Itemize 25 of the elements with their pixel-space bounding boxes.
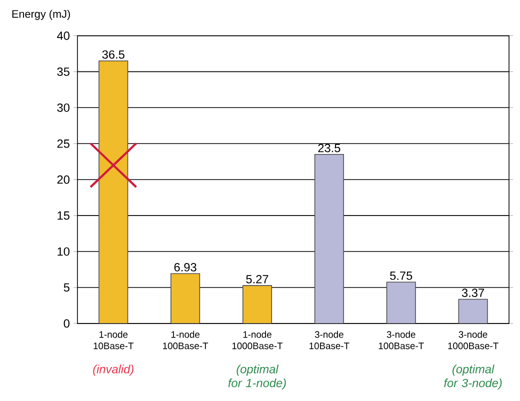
x-tick-label: 1-node 1000Base-T xyxy=(232,330,283,350)
y-tick-label: 5 xyxy=(64,283,70,292)
x-tick-label: 3-node 10Base-T xyxy=(310,330,350,350)
y-tick-label: 10 xyxy=(58,247,70,256)
y-tick-label: 30 xyxy=(57,104,70,112)
y-tick-label: 35 xyxy=(57,68,70,76)
x-tick-label: 3-node 1000Base-T xyxy=(448,330,498,350)
x-tick-label: 1-node 100Base-T xyxy=(163,330,208,350)
x-tick-label: 1-node 10Base-T xyxy=(94,330,134,350)
text: (optimal for 1-node) xyxy=(228,364,286,390)
data-label: 5.27 xyxy=(246,275,268,284)
data-label: 3.37 xyxy=(462,288,484,298)
y-tick-label: 0 xyxy=(64,319,70,328)
y-tick-label: 25 xyxy=(57,139,70,148)
y-tick-label: 40 xyxy=(57,32,70,40)
text: (optimal for 3-node) xyxy=(444,364,502,390)
y-tick-label: 20 xyxy=(57,175,70,184)
x-tick-label: 3-node 100Base-T xyxy=(378,330,424,350)
data-label: 6.93 xyxy=(174,263,196,272)
data-label: 23.5 xyxy=(318,144,340,152)
data-label: 5.75 xyxy=(390,272,412,280)
text: (invalid) xyxy=(93,364,134,376)
data-label: 36.5 xyxy=(102,50,124,59)
y-axis-title: Energy (mJ) xyxy=(12,10,70,20)
y-tick-label: 15 xyxy=(58,211,70,220)
